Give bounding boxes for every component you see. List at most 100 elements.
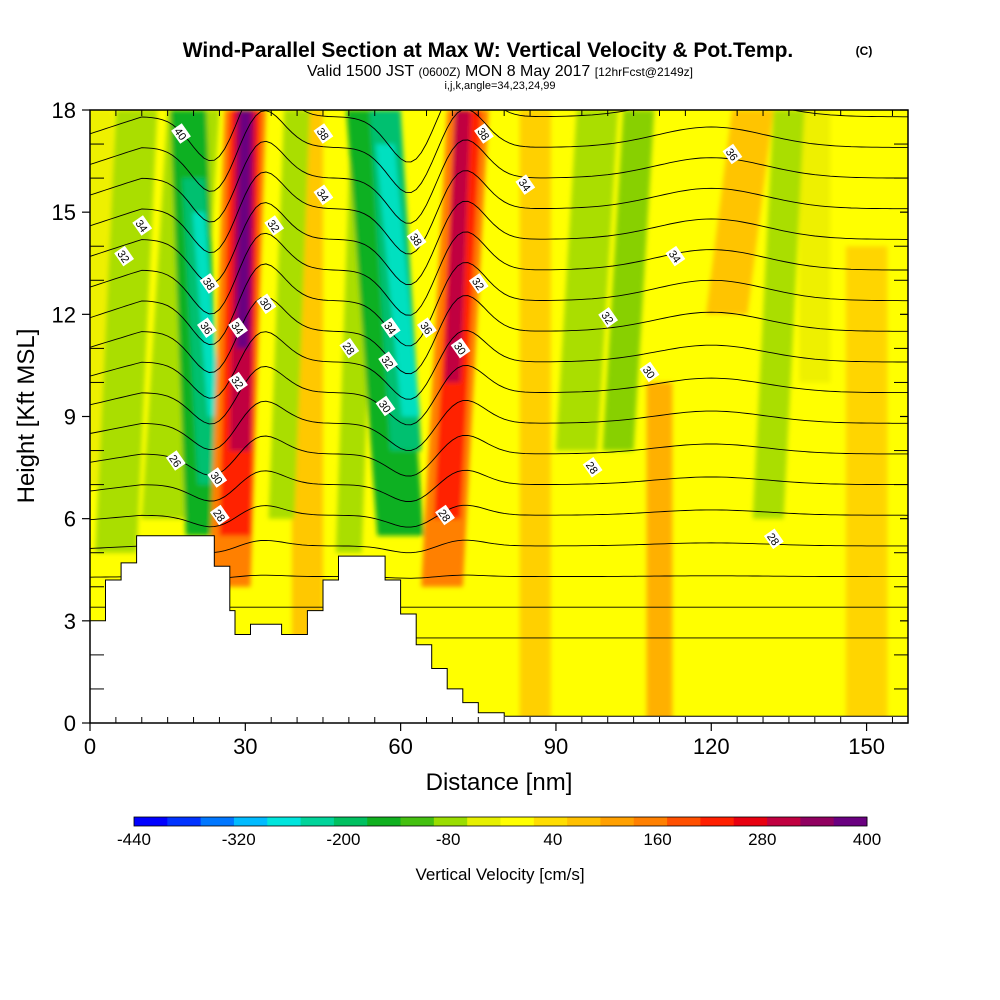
- contour-label: 38: [199, 273, 220, 294]
- contour-label-bg: [114, 245, 135, 267]
- updraft-core: [444, 110, 471, 383]
- theta-contour: [90, 262, 908, 347]
- contour-label: 28: [339, 337, 360, 359]
- y-tick-label: 3: [64, 609, 76, 634]
- colorbar-swatch: [633, 817, 668, 826]
- contour-label-text: 34: [133, 218, 150, 235]
- contour-label: 30: [207, 467, 228, 488]
- contour-label-text: 34: [381, 320, 398, 337]
- contour-label-bg: [132, 215, 153, 236]
- contour-label-text: 30: [451, 341, 468, 358]
- contour-label: 32: [114, 245, 135, 267]
- y-tick-label: 9: [64, 405, 76, 430]
- contour-label-text: 32: [378, 354, 395, 371]
- colorbar-tick-label: -200: [326, 830, 360, 849]
- updraft-weak: [706, 110, 774, 315]
- contour-label-text: 30: [640, 364, 657, 381]
- x-tick-label: 30: [233, 734, 257, 759]
- colorbar-swatch: [200, 817, 235, 826]
- contour-label-bg: [639, 361, 660, 383]
- contour-label-text: 34: [516, 177, 533, 194]
- contour-label-text: 28: [764, 531, 781, 548]
- colorbar-tick-label: -440: [117, 830, 151, 849]
- colorbar-swatch: [167, 817, 202, 826]
- contour-label-bg: [313, 123, 334, 144]
- contour-label-bg: [450, 337, 471, 359]
- contour-label: 28: [763, 528, 784, 550]
- contour-label: 34: [515, 174, 536, 195]
- contour-label-text: 28: [340, 341, 357, 358]
- contour-label: 30: [256, 293, 277, 315]
- colorbar: -440 -320 -200 -80 40 160 280 400: [117, 816, 881, 849]
- contour-label-bg: [468, 273, 489, 294]
- contour-label-text: 38: [407, 232, 424, 249]
- colorbar-swatch: [600, 817, 635, 826]
- velocity-field: [90, 110, 888, 723]
- colorbar-swatch: [533, 817, 568, 826]
- contour-label: 28: [435, 504, 455, 526]
- contour-label: 32: [378, 351, 399, 372]
- contour-label-text: 36: [197, 320, 214, 337]
- contour-label-bg: [165, 450, 186, 471]
- contour-label: 34: [228, 317, 248, 338]
- colorbar-swatch: [467, 817, 501, 826]
- valid-time-line: Valid 1500 JST (0600Z) MON 8 May 2017 [1…: [307, 63, 693, 80]
- colorbar-swatch: [800, 817, 835, 826]
- colorbar-swatch: [567, 817, 601, 826]
- downdraft-core: [375, 144, 421, 417]
- contour-label-bg: [378, 351, 399, 372]
- updraft-weak: [646, 382, 673, 723]
- contour-label-text: 30: [208, 470, 225, 487]
- x-tick-label: 120: [693, 734, 730, 759]
- contour-label-bg: [375, 395, 396, 417]
- theta-contour: [90, 110, 908, 163]
- contour-label-text: 30: [376, 398, 393, 415]
- contour-label-text: 36: [723, 146, 740, 163]
- contour-label: 28: [582, 457, 603, 478]
- contour-label-bg: [582, 457, 603, 478]
- chart-title: Wind-Parallel Section at Max W: Vertical…: [183, 39, 794, 62]
- colorbar-tick-label: -80: [436, 830, 461, 849]
- contour-label-bg: [763, 528, 784, 550]
- contour-label-text: 38: [200, 276, 217, 293]
- downdraft-weak: [799, 110, 831, 383]
- colorbar-swatch: [833, 817, 868, 826]
- updraft-core: [236, 110, 252, 349]
- theta-contour: [90, 469, 908, 502]
- colorbar-swatch: [667, 817, 701, 826]
- y-tick-label: 6: [64, 507, 76, 532]
- contour-label: 30: [450, 337, 471, 359]
- contour-label-bg: [199, 273, 220, 294]
- downdraft-plume: [555, 110, 619, 451]
- colorbar-swatch: [267, 817, 302, 826]
- contour-label: 28: [209, 504, 230, 526]
- theta-contour: [90, 139, 908, 224]
- colorbar-tick-label: 400: [853, 830, 881, 849]
- colorbar-label: Vertical Velocity [cm/s]: [415, 865, 584, 884]
- contour-label: 38: [313, 123, 334, 144]
- colorbar-swatch: [134, 817, 168, 826]
- contour-label: 40: [171, 123, 191, 144]
- theta-contour: [90, 231, 908, 316]
- y-axis-label: Height [Kft MSL]: [13, 329, 40, 504]
- contour-label-bg: [196, 317, 217, 338]
- contour-label-bg: [228, 371, 248, 393]
- contour-label-text: 32: [265, 218, 282, 235]
- contour-label-bg: [435, 504, 455, 526]
- contour-label: 30: [375, 395, 396, 417]
- contour-label: 36: [416, 317, 437, 338]
- theta-contour: [90, 295, 908, 375]
- updraft-weak: [519, 110, 551, 723]
- contour-label-text: 28: [210, 507, 227, 524]
- contour-label-text: 38: [314, 126, 331, 143]
- y-tick-label: 15: [52, 200, 76, 225]
- valid-date: MON 8 May 2017: [465, 63, 590, 80]
- valid-prefix: Valid 1500 JST: [307, 63, 415, 80]
- downdraft-plume: [752, 110, 805, 519]
- x-axis-label: Distance [nm]: [426, 769, 573, 796]
- theta-contour: [90, 365, 908, 426]
- theta-contours: [90, 110, 908, 639]
